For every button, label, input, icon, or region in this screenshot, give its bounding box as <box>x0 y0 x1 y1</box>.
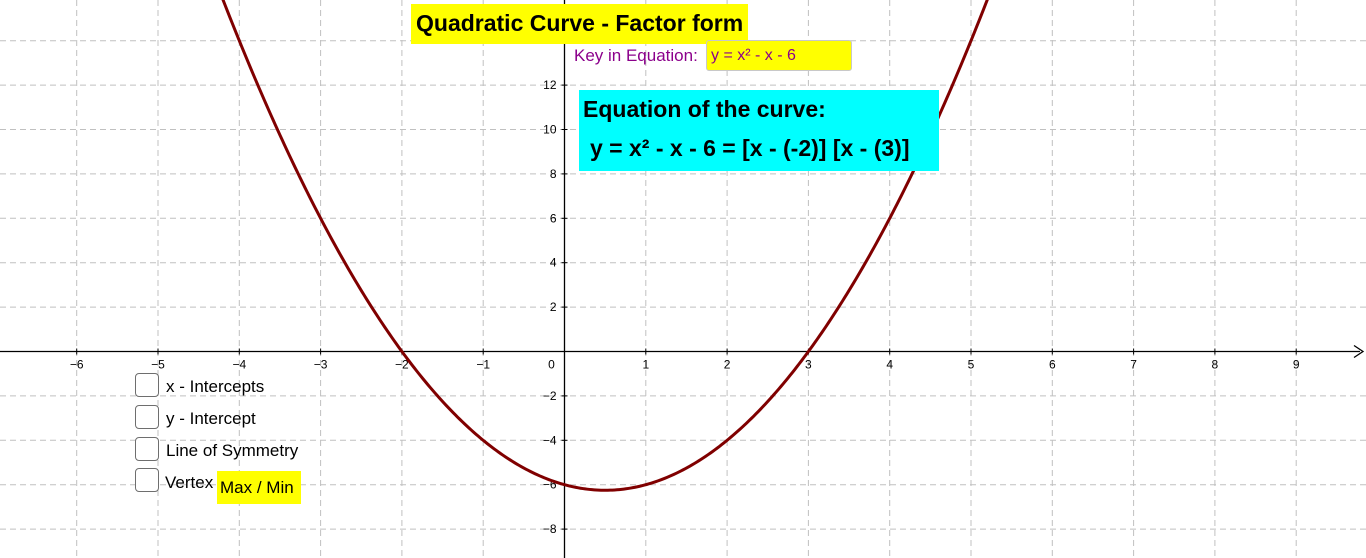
checkbox-box[interactable] <box>135 405 159 429</box>
checkbox-label: x - Intercepts <box>166 377 265 396</box>
y-tick-label: 10 <box>543 123 557 137</box>
x-tick-label: −3 <box>314 358 328 372</box>
vertex-max-min-tag: Max / Min <box>217 471 301 504</box>
y-tick-label: 12 <box>543 78 557 92</box>
x-tick-label: 3 <box>805 358 812 372</box>
x-tick-label: −5 <box>151 358 165 372</box>
checkbox-box[interactable] <box>135 437 159 461</box>
checkbox-label: Vertex <box>165 473 214 492</box>
page-title: Quadratic Curve - Factor form <box>411 4 749 44</box>
y-tick-label: −8 <box>543 522 557 536</box>
y-tick-label: −4 <box>543 433 557 447</box>
info-heading: Equation of the curve: <box>583 96 826 122</box>
x-tick-label: 0 <box>548 358 555 372</box>
equation-input[interactable] <box>706 40 852 71</box>
x-tick-label: −2 <box>395 358 409 372</box>
info-equation: y = x² - x - 6 = [x - (-2)] [x - (3)] <box>590 135 910 161</box>
x-tick-label: 6 <box>1049 358 1056 372</box>
checkbox-box[interactable] <box>135 468 159 492</box>
y-tick-label: 6 <box>550 211 557 225</box>
y-tick-label: 2 <box>550 300 557 314</box>
x-tick-label: 1 <box>642 358 649 372</box>
x-tick-label: 7 <box>1130 358 1137 372</box>
x-tick-label: −4 <box>232 358 246 372</box>
equation-input-label: Key in Equation: <box>574 46 698 65</box>
equation-info-box: Equation of the curve: y = x² - x - 6 = … <box>579 90 939 171</box>
x-tick-label: 4 <box>886 358 893 372</box>
x-tick-label: 9 <box>1293 358 1300 372</box>
y-tick-label: 8 <box>550 167 557 181</box>
x-tick-label: −1 <box>476 358 490 372</box>
x-axis-arrow-icon <box>1353 344 1365 359</box>
x-tick-label: 2 <box>724 358 731 372</box>
x-tick-label: −6 <box>70 358 84 372</box>
y-tick-label: 4 <box>550 256 557 270</box>
quadratic-curve[interactable] <box>0 0 1366 492</box>
checkbox-label: Line of Symmetry <box>166 441 299 460</box>
x-tick-label: 5 <box>968 358 975 372</box>
checkbox-box[interactable] <box>135 373 159 397</box>
x-tick-label: 8 <box>1212 358 1219 372</box>
y-tick-label: −2 <box>543 389 557 403</box>
checkbox-label: y - Intercept <box>166 409 256 428</box>
